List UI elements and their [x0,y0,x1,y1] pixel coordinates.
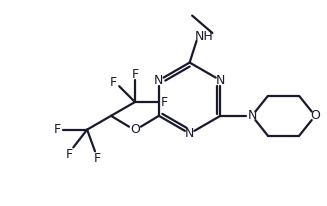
Text: F: F [66,148,73,161]
Text: F: F [131,68,139,81]
Text: F: F [54,123,61,136]
Text: N: N [154,74,164,87]
Text: O: O [130,123,140,136]
Text: NH: NH [195,30,214,43]
Text: N: N [185,127,194,140]
Text: F: F [161,96,168,109]
Text: O: O [310,109,320,122]
Text: F: F [94,152,100,165]
Text: F: F [110,76,117,89]
Text: N: N [216,74,225,87]
Text: N: N [247,109,257,122]
